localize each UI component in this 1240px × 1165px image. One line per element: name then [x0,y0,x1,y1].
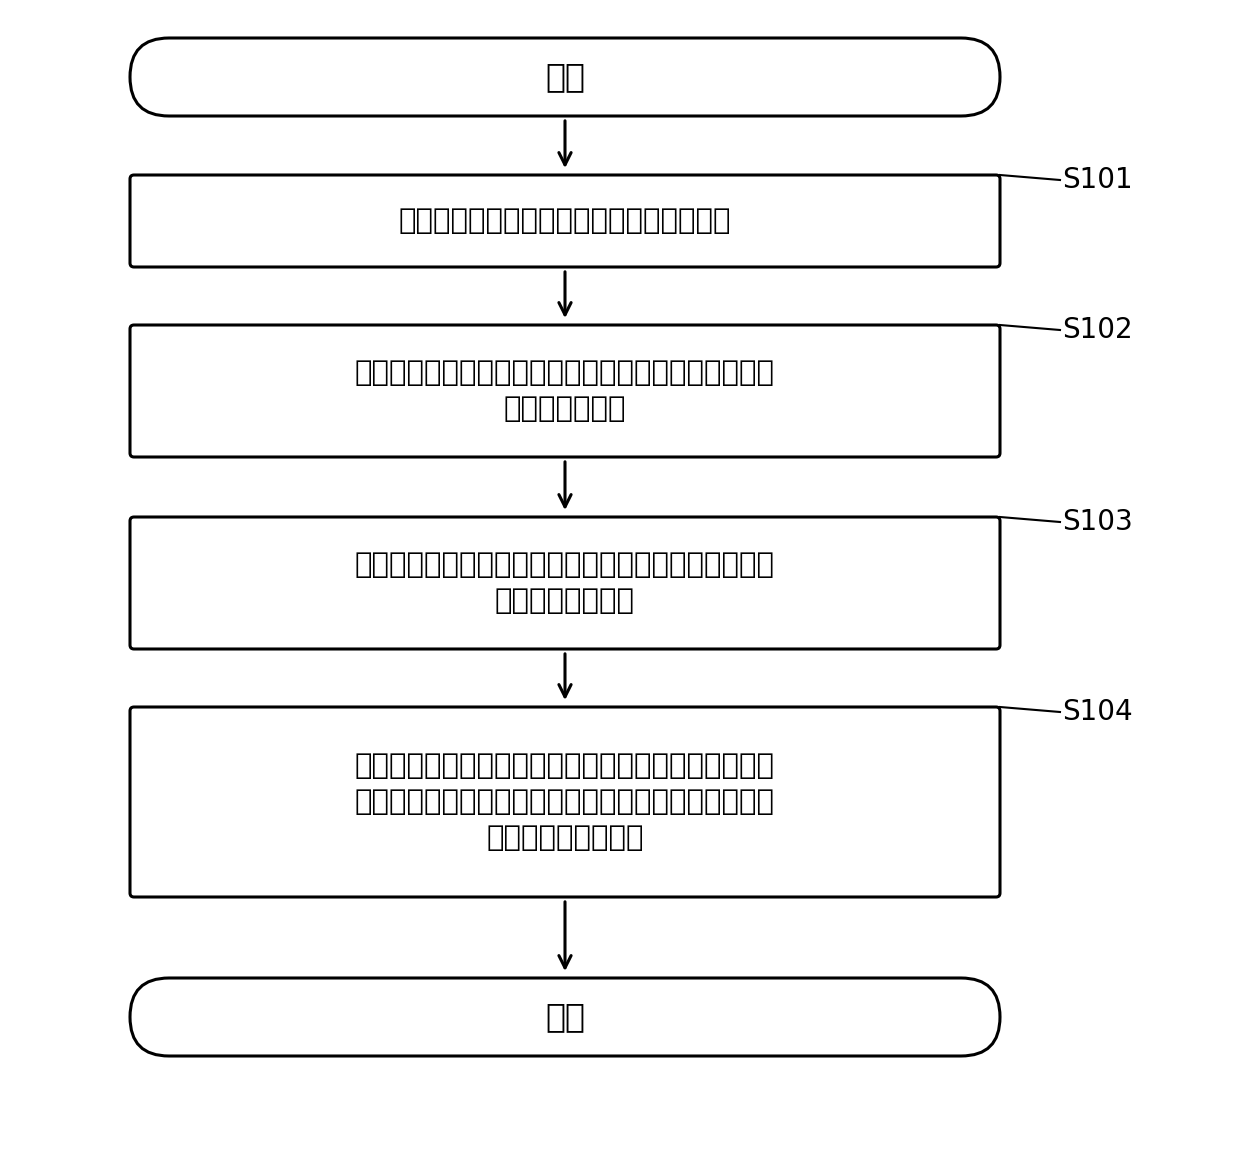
FancyBboxPatch shape [130,175,999,267]
FancyBboxPatch shape [130,977,999,1055]
Text: 结束: 结束 [546,1001,585,1033]
Text: 式得到待优化函数: 式得到待优化函数 [495,587,635,615]
Text: S102: S102 [1061,316,1132,344]
FancyBboxPatch shape [130,707,999,897]
Text: 搞建所述电动车辆的仿真模型，并根据所述仿真模型确: 搞建所述电动车辆的仿真模型，并根据所述仿真模型确 [355,359,775,387]
Text: 输出对应的电机扔矩: 输出对应的电机扔矩 [486,824,644,852]
Text: S104: S104 [1061,698,1132,726]
Text: 最大续驶里程对应的优选参数，以便根据所述优选参数: 最大续驶里程对应的优选参数，以便根据所述优选参数 [355,788,775,816]
FancyBboxPatch shape [130,325,999,457]
Text: 在所述复合工况下对所述待优化函数进行优化处理得到: 在所述复合工况下对所述待优化函数进行优化处理得到 [355,751,775,781]
FancyBboxPatch shape [130,517,999,649]
FancyBboxPatch shape [130,38,999,116]
Text: 开始: 开始 [546,61,585,93]
Text: S101: S101 [1061,165,1132,195]
Text: 定扔矩解析公式: 定扔矩解析公式 [503,395,626,423]
Text: 根据电动车辆的所有行驶工况构建复合工况: 根据电动车辆的所有行驶工况构建复合工况 [399,207,732,235]
Text: 根据输出扔矩与续驶里程的对应关系和所述扔矩解析公: 根据输出扔矩与续驶里程的对应关系和所述扔矩解析公 [355,551,775,579]
Text: S103: S103 [1061,508,1133,536]
